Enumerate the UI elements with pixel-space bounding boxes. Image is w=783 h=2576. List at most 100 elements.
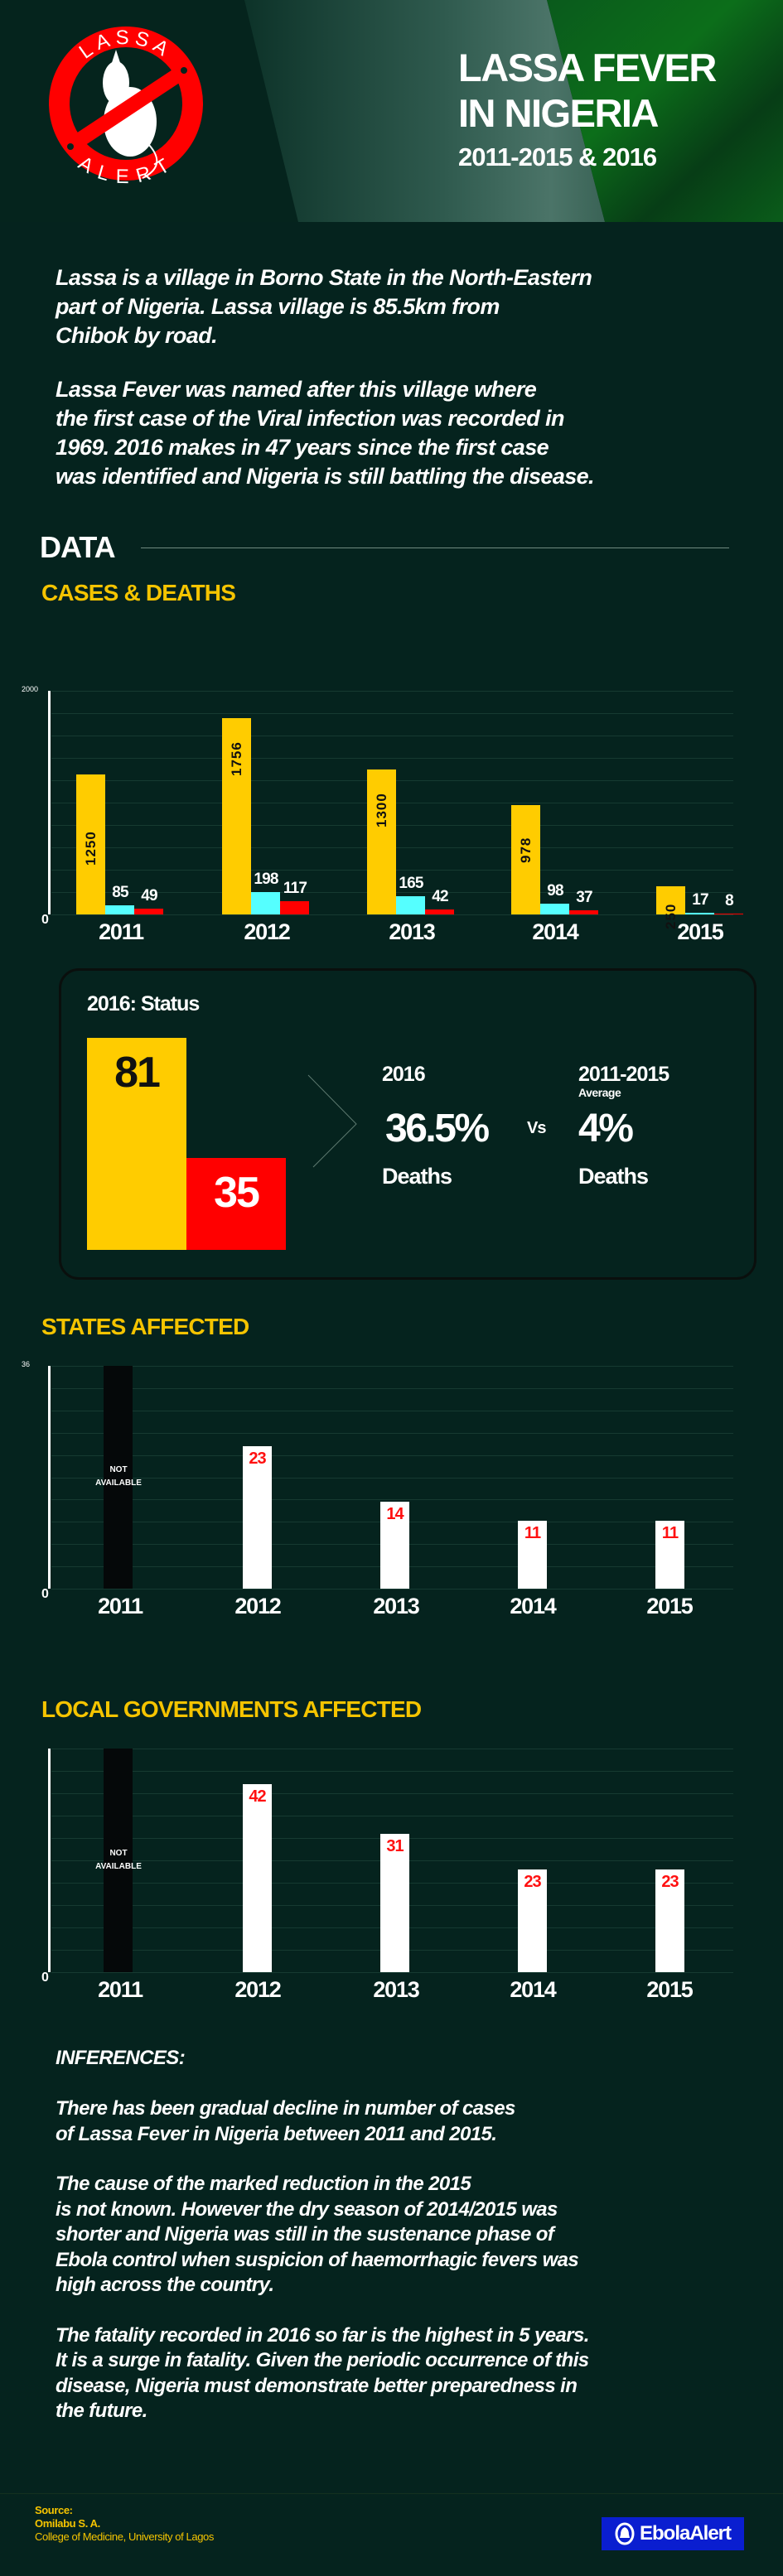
- bar: [251, 892, 280, 914]
- bar-value-label: 23: [661, 1872, 679, 1891]
- bar: [367, 769, 396, 914]
- status-bar-value: 81: [114, 1049, 161, 1097]
- x-tick-label: 2013: [373, 1977, 419, 2002]
- ebola-alert-badge: EbolaAlert: [602, 2517, 744, 2550]
- text-line: Lassa Fever was named after this village…: [56, 377, 537, 402]
- bar-value-label: 31: [386, 1836, 404, 1855]
- text-line: shorter and Nigeria was still in the sus…: [56, 2223, 554, 2246]
- badge-text: EbolaAlert: [639, 2522, 732, 2545]
- x-tick-label: 2011: [99, 919, 144, 944]
- text-line: 1969. 2016 makes in 47 years since the f…: [56, 435, 549, 460]
- bar-value-label: 14: [386, 1505, 404, 1524]
- paragraph-gap: [56, 2147, 589, 2172]
- text-line: high across the country.: [56, 2274, 274, 2296]
- baseline-death-rate: 4%: [578, 1107, 634, 1151]
- bar-value-label: 198: [254, 871, 278, 889]
- status-bar-value: 35: [214, 1169, 260, 1218]
- bar-value-label: 23: [524, 1872, 541, 1891]
- x-tick-label: 2013: [373, 1594, 419, 1618]
- bar: [243, 1446, 272, 1589]
- gridline: [51, 1387, 733, 1389]
- text-line: Lassa is a village in Borno State in the…: [56, 265, 592, 290]
- text-line: Chibok by road.: [56, 323, 218, 348]
- gridline: [51, 1432, 733, 1434]
- bell-icon: [615, 2522, 635, 2545]
- source-author: Omilabu S. A.: [35, 2517, 100, 2530]
- text-line: The fatality recorded in 2016 so far is …: [56, 2323, 589, 2347]
- x-tick-label: 2015: [677, 919, 723, 944]
- x-tick-label: 2013: [389, 919, 435, 944]
- x-tick-label: 2014: [532, 919, 578, 944]
- gridline: [51, 1972, 733, 1973]
- bar: [76, 774, 105, 914]
- y-tick-label: 0: [41, 913, 49, 927]
- bar: [685, 912, 714, 914]
- inferences-text: There has been gradual decline in number…: [56, 2096, 589, 2424]
- paragraph-gap: [56, 2299, 589, 2323]
- bar-value-label: 49: [141, 887, 157, 905]
- bar-value-label: 1300: [374, 792, 389, 827]
- text-line: the future.: [56, 2400, 147, 2422]
- text-line: is not known. However the dry season of …: [56, 2197, 558, 2221]
- gridline: [51, 914, 733, 915]
- bar: [105, 904, 134, 914]
- bar-value-label: 85: [112, 883, 128, 901]
- gridline: [51, 1499, 733, 1501]
- divider: [0, 2493, 783, 2494]
- status-bar: [87, 1038, 186, 1250]
- bar: [540, 903, 569, 914]
- bar-value-label: 42: [432, 888, 448, 906]
- gridline: [51, 713, 733, 714]
- gridline: [51, 1454, 733, 1456]
- not-available-label: NOT AVAILABLE: [95, 1848, 142, 1871]
- bar-value-label: 98: [547, 881, 563, 900]
- y-tick-label: 36: [22, 1360, 31, 1368]
- bar: [511, 804, 540, 914]
- x-tick-label: 2011: [98, 1977, 143, 2002]
- source-institution: College of Medicine, University of Lagos: [35, 2530, 214, 2543]
- bar: [655, 1520, 684, 1589]
- bar-value-label: 42: [249, 1787, 266, 1807]
- status-title: 2016: Status: [87, 992, 200, 1015]
- cases-deaths-title: CASES & DEATHS: [41, 580, 236, 605]
- x-tick-label: 2012: [244, 919, 290, 944]
- text-line: was identified and Nigeria is still batt…: [56, 464, 595, 489]
- bar: [243, 1784, 272, 1972]
- bar: [222, 717, 251, 914]
- bar-value-label: 978: [518, 837, 534, 863]
- x-tick-label: 2012: [234, 1594, 281, 1618]
- text-line: It is a surge in fatality. Given the per…: [56, 2349, 589, 2371]
- gridline: [51, 1366, 733, 1367]
- bar-value-label: 17: [692, 890, 708, 909]
- bar: [518, 1520, 547, 1589]
- header-banner: LASSA ALERT LASSA FEVER IN NIGERIA 2011-…: [0, 0, 783, 222]
- bar-value-label: 23: [249, 1450, 266, 1469]
- data-heading: DATA: [40, 530, 116, 564]
- bar: [655, 1869, 684, 1972]
- y-axis: [48, 1366, 51, 1589]
- x-tick-label: 2014: [510, 1594, 556, 1618]
- bar: [380, 1833, 409, 1972]
- bar-value-label: 37: [576, 889, 592, 906]
- bar: [425, 909, 454, 914]
- bar-value-label: 117: [283, 880, 307, 898]
- current-death-rate: 36.5%: [385, 1107, 490, 1151]
- states-affected-title: STATES AFFECTED: [41, 1314, 249, 1339]
- text-line: part of Nigeria. Lassa village is 85.5km…: [56, 294, 500, 319]
- bar-value-label: 11: [524, 1523, 541, 1542]
- bar: [380, 1502, 409, 1589]
- bar-value-label: 1756: [229, 741, 244, 776]
- bar: [656, 886, 685, 914]
- vs-label: Vs: [527, 1119, 546, 1137]
- page-title-line-1: LASSA FEVER: [458, 46, 717, 89]
- x-tick-label: 2014: [510, 1977, 556, 2002]
- bar-not-available: [104, 1749, 133, 1972]
- text-line: Ebola control when suspicion of haemorrh…: [56, 2248, 579, 2271]
- not-available-label: NOT AVAILABLE: [95, 1465, 142, 1488]
- text-line: disease, Nigeria must demonstrate better…: [56, 2374, 578, 2397]
- bar-value-label: 8: [725, 891, 734, 909]
- bar: [134, 909, 163, 914]
- gridline: [51, 691, 733, 692]
- status-2016-panel: [59, 968, 756, 1280]
- source-label: Source:: [35, 2504, 73, 2516]
